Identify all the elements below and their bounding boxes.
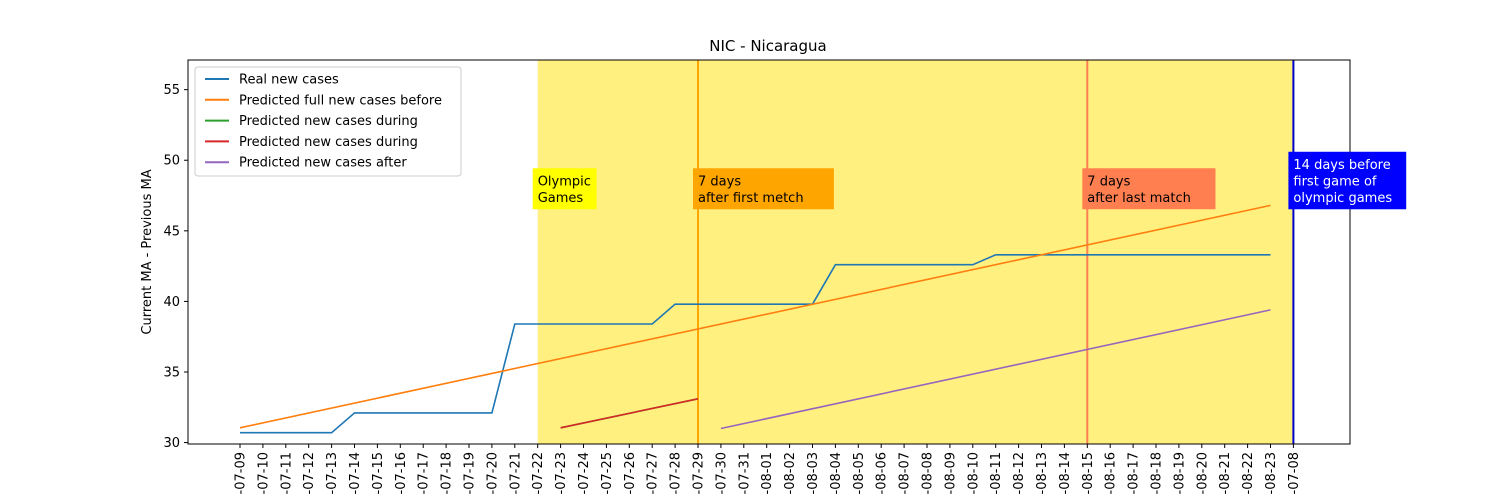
x-tick-label: -07-24 bbox=[577, 452, 592, 494]
x-tick-label: -08-22 bbox=[1241, 452, 1256, 494]
x-tick-label: -08-21 bbox=[1218, 452, 1233, 494]
annotation-text: olympic games bbox=[1293, 191, 1392, 206]
legend-label: Real new cases bbox=[239, 73, 339, 88]
annotation-text: Olympic bbox=[538, 174, 591, 189]
x-tick-label: -07-25 bbox=[600, 452, 615, 494]
x-tick-label: -07-23 bbox=[554, 452, 569, 494]
legend: Real new cases Predicted full new cases b… bbox=[194, 66, 462, 177]
y-tick-label: 30 bbox=[163, 436, 180, 451]
annotation-box bbox=[1082, 168, 1216, 210]
series-line-1 bbox=[240, 254, 1271, 434]
x-tick-label: -07-08 bbox=[1287, 452, 1302, 494]
shaded-region-layer bbox=[537, 60, 1294, 444]
x-tick-label: -08-20 bbox=[1195, 452, 1210, 494]
annotation-text: 7 days bbox=[1087, 174, 1130, 189]
annotation-box bbox=[693, 168, 834, 210]
x-tick-label: -07-10 bbox=[256, 452, 271, 494]
annotation-text: after last match bbox=[1087, 191, 1191, 206]
x-tick-label: -07-30 bbox=[714, 452, 729, 494]
y-tick-label: 40 bbox=[163, 295, 180, 310]
x-tick-label: -07-26 bbox=[623, 452, 638, 494]
y-tick-label: 55 bbox=[163, 83, 180, 98]
chart-title: NIC - Nicaragua bbox=[709, 37, 826, 55]
annotation-2: 7 days after first metch bbox=[693, 168, 834, 210]
annotation-text: first game of bbox=[1293, 174, 1377, 189]
annotation-3: 7 days after last match bbox=[1082, 168, 1216, 210]
x-tick-label: -07-17 bbox=[417, 452, 432, 494]
series-line-4 bbox=[560, 398, 699, 429]
x-tick-label: -08-17 bbox=[1127, 452, 1142, 494]
x-tick-label: -08-04 bbox=[829, 452, 844, 494]
x-tick-label: -07-29 bbox=[692, 452, 707, 494]
x-tick-label: -07-11 bbox=[279, 452, 294, 494]
annotation-text: after first metch bbox=[698, 191, 804, 206]
series-line-5 bbox=[720, 309, 1271, 430]
shaded-region bbox=[537, 60, 1294, 444]
annotation-text: Games bbox=[538, 191, 584, 206]
y-tick-label: 35 bbox=[163, 366, 180, 381]
annotation-text: 14 days before bbox=[1293, 158, 1390, 173]
x-tick-label: -07-27 bbox=[646, 452, 661, 494]
plot-frame bbox=[187, 59, 1351, 445]
legend-box bbox=[194, 66, 462, 177]
legend-label: Predicted full new cases before bbox=[239, 93, 442, 108]
axes-layer: 30 35 40 45 50 55 -07-09 -07-10 -07-11 -07-12 -07-… bbox=[163, 59, 1351, 494]
x-tick-label: -08-10 bbox=[966, 452, 981, 494]
x-tick-label: -08-05 bbox=[852, 452, 867, 494]
x-tick-label: -08-13 bbox=[1035, 452, 1050, 494]
x-tick-label: -07-20 bbox=[485, 452, 500, 494]
x-tick-label: -07-09 bbox=[234, 452, 249, 494]
x-tick-label: -07-21 bbox=[508, 452, 523, 494]
annotation-box bbox=[532, 168, 597, 210]
x-tick-label: -07-19 bbox=[463, 452, 478, 494]
x-tick-label: -08-16 bbox=[1104, 452, 1119, 494]
y-tick-label: 50 bbox=[163, 154, 180, 169]
annotation-box bbox=[1288, 151, 1407, 210]
x-tick-label: -07-15 bbox=[371, 452, 386, 494]
annotation-text: 7 days bbox=[698, 174, 741, 189]
legend-label: Predicted new cases during bbox=[239, 114, 418, 129]
legend-label: Predicted new cases during bbox=[239, 135, 418, 150]
x-tick-label: -07-31 bbox=[737, 452, 752, 494]
x-tick-label: -08-15 bbox=[1081, 452, 1096, 494]
x-tick-label: -07-16 bbox=[394, 452, 409, 494]
x-tick-label: -07-13 bbox=[325, 452, 340, 494]
legend-label: Predicted new cases after bbox=[239, 156, 407, 171]
x-tick-label: -08-09 bbox=[943, 452, 958, 494]
x-tick-label: -07-22 bbox=[531, 452, 546, 494]
x-tick-label: -08-18 bbox=[1150, 452, 1165, 494]
x-tick-label: -07-28 bbox=[669, 452, 684, 494]
y-axis-label: Current MA - Previous MA bbox=[140, 169, 155, 334]
x-tick-label: -08-11 bbox=[989, 452, 1004, 494]
x-tick-label: -08-12 bbox=[1012, 452, 1027, 494]
x-tick-label: -08-02 bbox=[783, 452, 798, 494]
x-tick-label: -08-23 bbox=[1264, 452, 1279, 494]
x-tick-label: -08-06 bbox=[875, 452, 890, 494]
series-layer bbox=[239, 204, 1271, 434]
vertical-lines-layer bbox=[697, 60, 1295, 444]
y-tick-label: 45 bbox=[163, 224, 180, 239]
x-tick-label: -08-08 bbox=[921, 452, 936, 494]
series-line-2 bbox=[239, 204, 1271, 429]
x-tick-label: -08-03 bbox=[806, 452, 821, 494]
x-tick-label: -07-14 bbox=[348, 452, 363, 494]
x-tick-label: -08-07 bbox=[898, 452, 913, 494]
x-tick-label: -07-12 bbox=[302, 452, 317, 494]
x-tick-label: -08-01 bbox=[760, 452, 775, 494]
annotation-1: Olympic Games bbox=[532, 168, 597, 210]
x-tick-label: -07-18 bbox=[440, 452, 455, 494]
x-tick-label: -08-14 bbox=[1058, 452, 1073, 494]
x-tick-label: -08-19 bbox=[1172, 452, 1187, 494]
